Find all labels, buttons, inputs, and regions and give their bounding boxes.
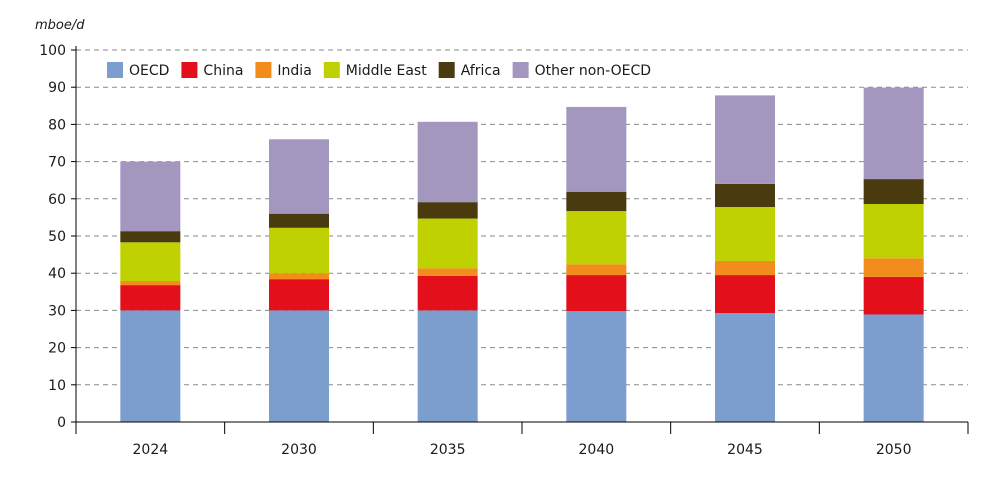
bar-2040-africa (566, 191, 627, 212)
legend-label: OECD (129, 63, 169, 79)
bar-2024-other-non-oecd (120, 161, 181, 232)
legend-item-other-non-oecd: Other non-OECD (512, 62, 651, 79)
bar-2045-oecd (715, 313, 775, 422)
bar-2045-other-non-oecd (715, 95, 775, 184)
bar-2030-china (269, 279, 329, 311)
y-tick-label: 10 (48, 378, 66, 394)
bar-2035-china (417, 275, 478, 311)
bar-2030-middle-east (269, 227, 329, 274)
gridlines (76, 49, 968, 386)
x-tick-label-2050: 2050 (876, 442, 912, 458)
legend-swatch (438, 62, 455, 78)
x-tick-label-2035: 2035 (430, 442, 466, 458)
x-tick-label-2045: 2045 (727, 442, 763, 458)
bar-2045-middle-east (715, 206, 775, 261)
legend-item-china: China (181, 62, 243, 79)
y-tick-label: 60 (48, 192, 66, 208)
bar-2040-china (566, 275, 627, 312)
legend-swatch (181, 62, 198, 78)
y-tick-label: 90 (48, 80, 66, 96)
legend-item-africa: Africa (438, 62, 501, 79)
bar-2024-middle-east (120, 242, 181, 282)
bar-2024-china (120, 285, 181, 311)
legend-item-india: India (255, 62, 312, 79)
x-tick-label-2030: 2030 (281, 442, 317, 458)
legend: OECD China India Middle East Africa Other non… (107, 62, 651, 79)
y-tick-label: 30 (48, 303, 66, 319)
bar-2045-china (715, 275, 775, 314)
bar-2030-other-non-oecd (269, 139, 329, 214)
y-tick-label: 20 (48, 341, 66, 357)
bar-2035-india (417, 268, 478, 276)
legend-swatch (255, 62, 272, 78)
bar-2030-india (269, 273, 329, 280)
bar-2035-africa (417, 202, 478, 219)
bar-2050-other-non-oecd (863, 87, 924, 180)
x-tick-label-2040: 2040 (579, 442, 615, 458)
bar-2040-middle-east (566, 211, 627, 265)
bar-2050-china (863, 276, 924, 315)
bars (120, 87, 924, 422)
legend-item-oecd: OECD (107, 62, 169, 79)
legend-item-middle-east: Middle East (323, 62, 427, 79)
bar-2024-india (120, 281, 181, 286)
legend-swatch (323, 62, 340, 78)
bar-2030-africa (269, 213, 329, 228)
bar-2040-oecd (566, 311, 627, 422)
bar-2040-other-non-oecd (566, 106, 627, 192)
bar-2035-other-non-oecd (417, 121, 478, 203)
bar-2040-india (566, 264, 627, 276)
y-tick-label: 50 (48, 229, 66, 245)
legend-label: Africa (461, 63, 501, 79)
y-tick-label: 100 (39, 43, 66, 59)
bar-2030-oecd (269, 310, 329, 422)
legend-label: Other non-OECD (535, 63, 651, 79)
legend-swatch (107, 62, 123, 78)
y-tick-label: 0 (57, 415, 66, 431)
legend-label: China (203, 63, 243, 79)
bar-2045-india (715, 260, 775, 276)
legend-label: Middle East (346, 63, 427, 79)
bar-2050-oecd (863, 314, 924, 422)
y-tick-label: 80 (48, 117, 66, 133)
bar-2035-oecd (417, 310, 478, 422)
y-tick-label: 40 (48, 266, 66, 282)
bar-2024-oecd (120, 310, 181, 422)
y-axis-ticks: 0 10 20 30 40 50 60 70 80 90 100 (39, 43, 76, 431)
y-tick-label: 70 (48, 155, 66, 171)
bar-2035-middle-east (417, 218, 478, 269)
x-tick-label-2024: 2024 (133, 442, 169, 458)
x-axis-ticks: 2024 2030 2035 2040 2045 2050 (75, 422, 969, 458)
legend-swatch (512, 62, 529, 78)
bar-2050-middle-east (863, 204, 924, 259)
bar-2024-africa (120, 231, 181, 243)
bar-2050-africa (863, 179, 924, 205)
legend-label: India (277, 63, 311, 79)
unit-label: mboe/d (35, 18, 85, 33)
bar-2050-india (863, 258, 924, 277)
bar-2045-africa (715, 183, 775, 207)
axes (75, 46, 968, 423)
